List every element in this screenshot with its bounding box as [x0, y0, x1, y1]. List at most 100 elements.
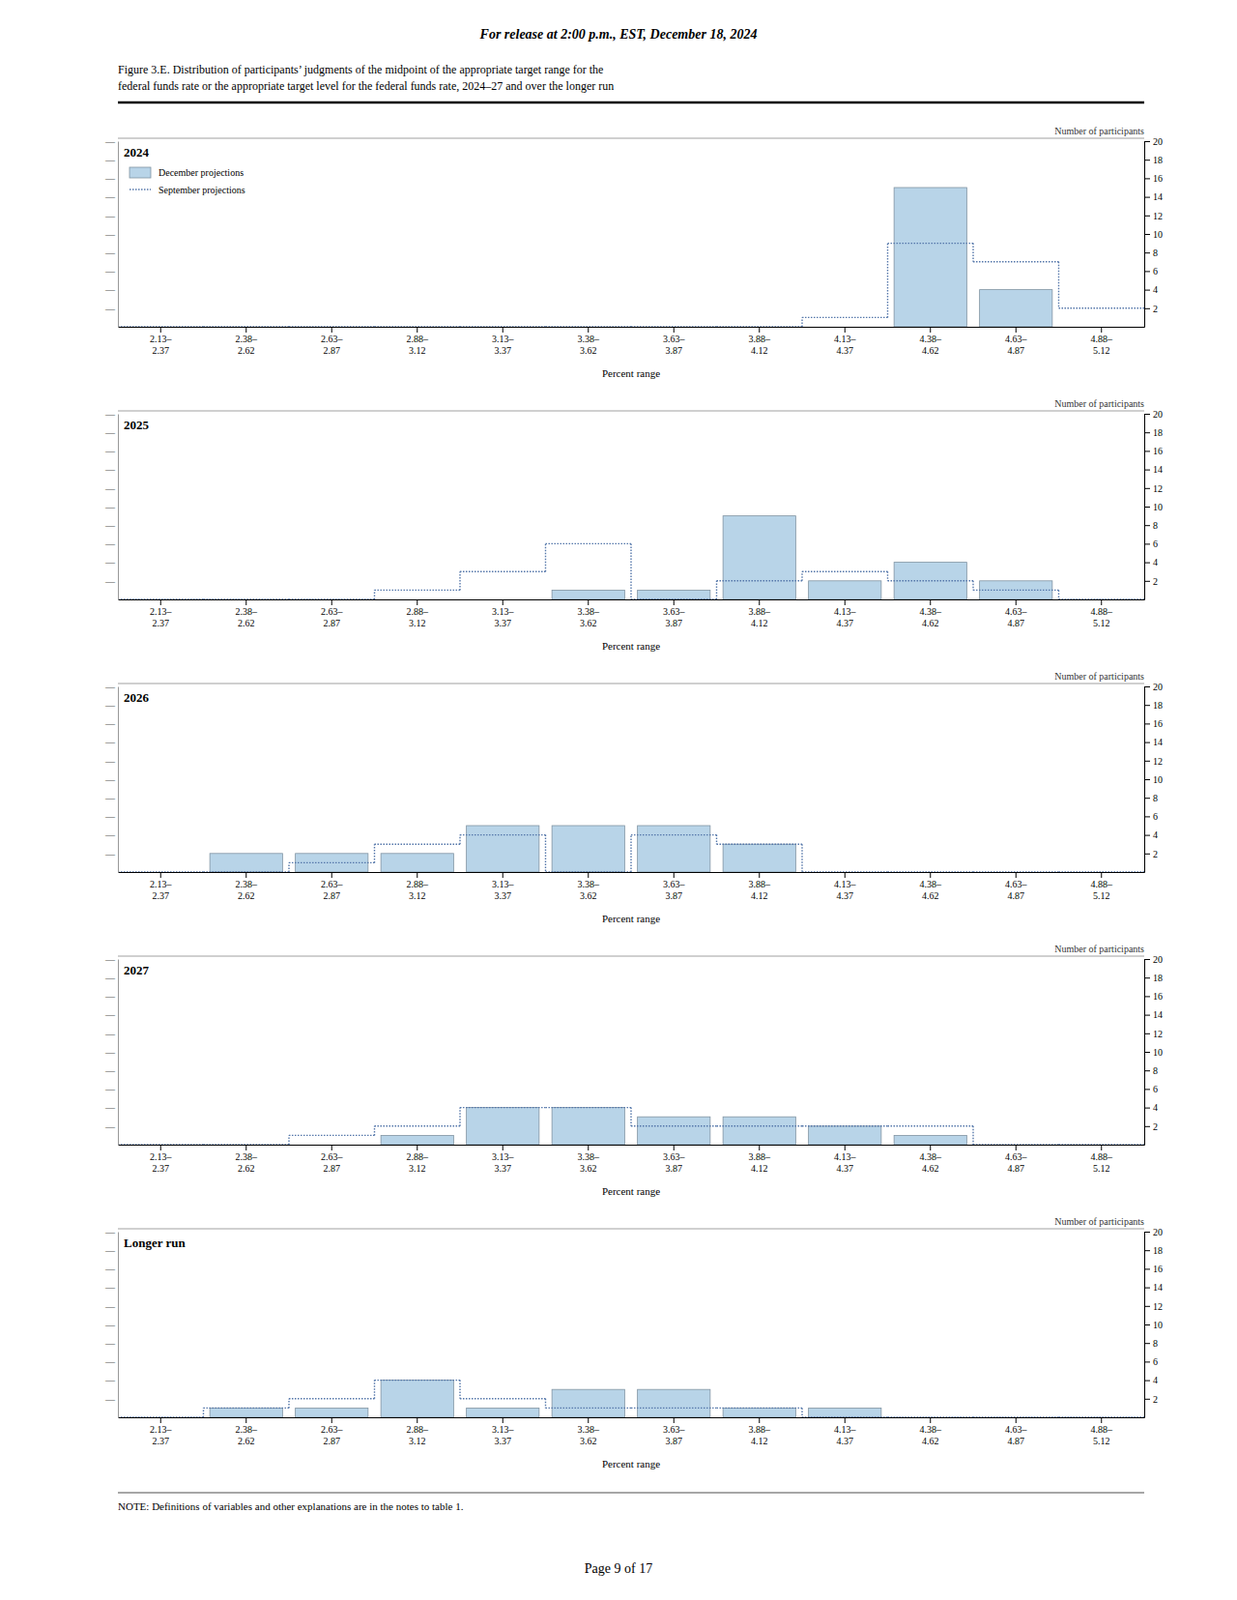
step-riser	[716, 580, 718, 600]
x-tick-label-line: 2.38–	[235, 878, 259, 890]
x-tick-mark	[502, 1416, 504, 1423]
bar	[466, 1107, 540, 1145]
y2-tick-label: —	[104, 810, 116, 822]
x-axis-line	[118, 871, 1146, 873]
x-tick-label-line: 2.62	[237, 890, 256, 901]
y2-tick: —	[104, 408, 118, 420]
y-tick-label: 10	[1152, 1046, 1163, 1058]
y2-tick-label: —	[104, 848, 116, 860]
x-tick-label: 4.63–4.87	[1005, 878, 1029, 901]
x-tick-label-line: 4.37	[836, 890, 855, 901]
x-tick: 2.88–3.12	[406, 871, 431, 901]
x-tick-label: 2.88–3.12	[406, 605, 431, 629]
x-tick-label-line: 4.87	[1007, 890, 1026, 901]
y-tick: 18	[1144, 154, 1163, 166]
x-tick: 4.88–5.12	[1091, 599, 1115, 629]
step-riser	[287, 1134, 289, 1145]
x-tick-mark	[844, 599, 846, 605]
step-segment	[631, 1124, 718, 1126]
x-tick-label: 2.38–2.62	[235, 878, 259, 901]
step-segment	[288, 598, 375, 600]
x-tick-label: 3.13–3.37	[491, 605, 516, 629]
x-tick-mark	[1015, 1416, 1017, 1423]
y2-tick: —	[104, 1244, 118, 1256]
y2-tick-label: —	[104, 1064, 116, 1076]
x-tick-label-line: 4.38–	[920, 605, 944, 617]
step-segment	[203, 325, 290, 327]
y2-tick-label: —	[104, 1008, 116, 1020]
y-tick-label: 6	[1152, 1355, 1158, 1367]
y2-tick-label: —	[104, 229, 116, 240]
x-tick: 3.88–4.12	[748, 599, 773, 629]
x-tick-label-line: 2.87	[323, 617, 342, 629]
y2-tick-label: —	[104, 427, 116, 438]
step-riser	[373, 589, 375, 600]
y-tick-label: 8	[1152, 1064, 1158, 1076]
step-segment	[973, 1143, 1060, 1145]
x-tick-label-line: 3.88–	[748, 1423, 773, 1435]
y-tick-mark	[1144, 215, 1151, 217]
bar	[466, 1407, 540, 1417]
bar	[637, 589, 711, 600]
y2-tick-label: —	[104, 445, 116, 457]
x-tick-label-line: 4.12	[750, 617, 769, 629]
y-tick: 18	[1144, 972, 1163, 983]
y-tick: 10	[1144, 1046, 1163, 1058]
y-tick-mark	[1144, 1033, 1151, 1035]
step-segment	[546, 543, 633, 545]
x-tick-label: 4.88–5.12	[1091, 1150, 1115, 1174]
x-tick-label-line: 3.13–	[491, 1423, 516, 1435]
x-tick-label-line: 4.13–	[834, 1150, 858, 1162]
y-axis-right: 2468101214161820	[1144, 953, 1163, 1146]
x-tick-mark	[245, 1416, 247, 1423]
x-tick-label-line: 2.87	[323, 1162, 342, 1174]
x-tick-label: 4.63–4.87	[1005, 333, 1029, 356]
step-segment	[288, 1397, 375, 1399]
step-riser	[630, 543, 632, 600]
y2-tick: —	[104, 463, 118, 475]
x-tick-mark	[245, 326, 247, 333]
y-tick-mark	[1144, 1088, 1151, 1090]
x-tick-label: 2.38–2.62	[235, 1423, 259, 1446]
y2-tick: —	[104, 774, 118, 785]
x-tick-mark	[416, 326, 418, 333]
x-tick: 3.13–3.37	[491, 1144, 516, 1174]
y-tick-label: 16	[1152, 990, 1163, 1002]
y2-tick-label: —	[104, 774, 116, 785]
x-tick-label: 3.13–3.37	[491, 1423, 516, 1446]
x-tick-label: 3.38–3.62	[577, 605, 602, 629]
bar	[551, 1107, 625, 1145]
x-tick-label: 3.63–3.87	[662, 1150, 687, 1174]
step-riser	[373, 1380, 375, 1399]
y2-tick-label: —	[104, 792, 116, 804]
x-tick-label-line: 2.37	[152, 617, 171, 629]
x-tick-mark	[1100, 326, 1102, 333]
y-tick-label: 2	[1152, 1121, 1158, 1132]
step-segment	[717, 325, 804, 327]
y2-tick-label: —	[104, 829, 116, 840]
y2-tick: —	[104, 1101, 118, 1113]
y-tick-mark	[1144, 562, 1151, 564]
x-tick: 3.63–3.87	[662, 871, 687, 901]
y-tick: 8	[1144, 792, 1158, 804]
x-tick-label-line: 2.87	[323, 345, 342, 356]
x-tick-label: 2.63–2.87	[320, 878, 345, 901]
x-tick-label-line: 3.12	[408, 345, 427, 356]
y-tick-mark	[1144, 1014, 1151, 1016]
x-tick: 2.13–2.37	[149, 1416, 173, 1446]
y2-tick: —	[104, 1121, 118, 1132]
x-tick-mark	[673, 1416, 675, 1423]
x-tick-mark	[587, 1416, 589, 1423]
x-tick-label: 3.13–3.37	[491, 1150, 516, 1174]
x-tick-label-line: 3.62	[579, 345, 598, 356]
y2-tick: —	[104, 718, 118, 729]
x-tick-label-line: 3.63–	[662, 605, 687, 617]
y-tick-label: 20	[1152, 953, 1163, 965]
y2-tick-label: —	[104, 172, 116, 184]
y-tick-mark	[1144, 580, 1151, 582]
step-segment	[117, 598, 204, 600]
x-tick-mark	[844, 1416, 846, 1423]
panel-rule	[117, 1228, 1145, 1230]
x-tick-mark	[844, 1144, 846, 1151]
y2-tick: —	[104, 829, 118, 840]
